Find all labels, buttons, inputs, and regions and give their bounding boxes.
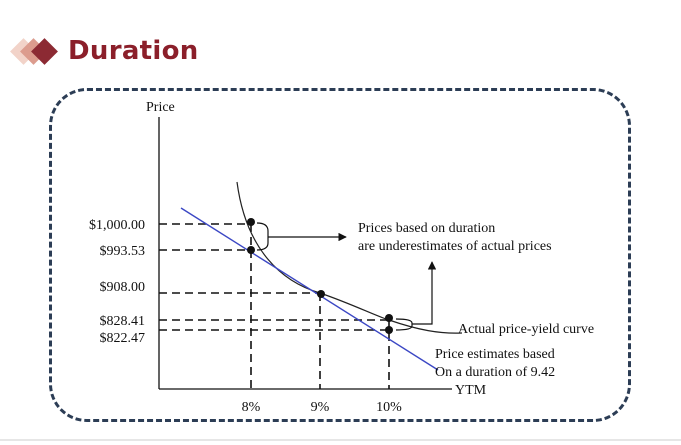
annotation-line-2: are underestimates of actual prices <box>358 239 552 254</box>
yield-label-9: 9% <box>311 400 330 415</box>
point-9 <box>317 290 325 298</box>
duration-line <box>180 207 439 371</box>
yield-label-10: 10% <box>376 400 402 415</box>
annotation-line-1: Prices based on duration <box>358 221 495 236</box>
price-label-993: $993.53 <box>100 244 146 259</box>
y-axis-label: Price <box>146 100 175 115</box>
yield-label-8: 8% <box>242 400 261 415</box>
price-label-1000: $1,000.00 <box>89 218 145 233</box>
bottom-divider <box>0 439 681 441</box>
x-axis-label: YTM <box>455 383 487 398</box>
content-frame <box>49 88 631 422</box>
estimate-label-line-2: On a duration of 9.42 <box>435 365 555 380</box>
point-estimate-8 <box>247 246 255 254</box>
point-actual-10 <box>385 314 393 322</box>
price-yield-curve <box>236 181 463 334</box>
point-actual-8 <box>247 218 255 226</box>
price-label-822-47: $822.47 <box>100 331 146 346</box>
curve-label: Actual price-yield curve <box>458 322 594 337</box>
price-label-908: $908.00 <box>100 280 146 295</box>
slide-title: Duration <box>68 36 199 66</box>
slide-header: Duration <box>10 30 199 72</box>
estimate-label-line-1: Price estimates based <box>435 347 555 362</box>
point-estimate-10 <box>385 326 393 334</box>
arrow-up-from-10 <box>412 261 437 325</box>
price-label-828-41: $828.41 <box>100 314 146 329</box>
